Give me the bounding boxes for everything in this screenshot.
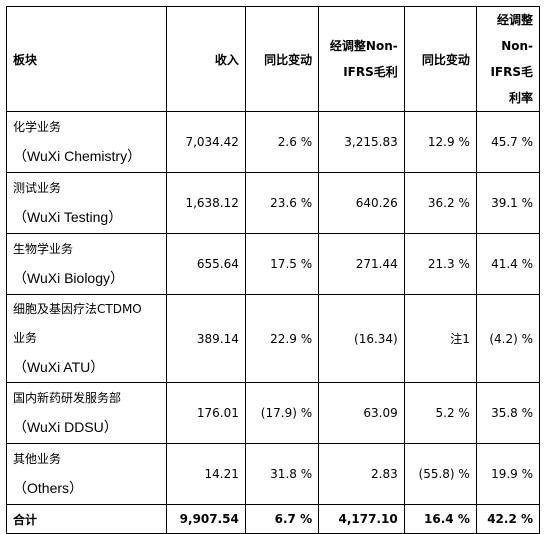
table-row: 测试业务 （WuXi Testing） 1,638.12 23.6 % 640.2… (6, 172, 541, 234)
segment-cell: 生物学业务 （WuXi Biology） (6, 233, 167, 295)
segment-name-cn: 细胞及基因疗法CTDMO (13, 302, 142, 316)
revenue-cell: 14.21 (166, 443, 246, 505)
yoy-gross-profit-cell: 21.3 % (403, 233, 477, 295)
gross-margin-cell: 41.4 % (475, 233, 541, 295)
yoy-revenue-cell: 17.5 % (244, 233, 320, 295)
gross-margin-cell: 19.9 % (475, 443, 541, 505)
gross-profit-cell: 3,215.83 (318, 111, 405, 173)
segment-name-cn: 测试业务 (13, 181, 62, 195)
segment-name-cn: 国内新药研发服务部 (13, 391, 122, 405)
segment-name-en: （WuXi ATU） (13, 359, 105, 375)
total-revenue: 9,907.54 (166, 504, 246, 534)
revenue-cell: 7,034.42 (166, 111, 246, 173)
gross-profit-cell: 63.09 (318, 382, 405, 444)
total-label: 合计 (6, 504, 167, 534)
header-segment: 板块 (6, 6, 167, 112)
table-row: 其他业务 （Others） 14.21 31.8 % 2.83 (55.8) % … (6, 443, 541, 505)
segment-name-cn: 生物学业务 (13, 242, 74, 256)
segment-name-en: （WuXi Biology） (13, 270, 125, 286)
header-row: 板块 收入 同比变动 经调整Non-IFRS毛利 同比变动 经调整Non-IFR… (6, 6, 541, 112)
segment-cell: 国内新药研发服务部 （WuXi DDSU） (6, 382, 167, 444)
segment-cell: 化学业务 （WuXi Chemistry） (6, 111, 167, 173)
total-yoy-gross-profit: 16.4 % (403, 504, 477, 534)
segment-cell: 其他业务 （Others） (6, 443, 167, 505)
yoy-gross-profit-cell: 5.2 % (403, 382, 477, 444)
revenue-cell: 1,638.12 (166, 172, 246, 234)
table-row: 细胞及基因疗法CTDMO 业务 （WuXi ATU） 389.14 22.9 % (… (6, 294, 541, 383)
segment-name-en: （Others） (13, 480, 84, 496)
gross-margin-cell: 35.8 % (475, 382, 541, 444)
total-gross-margin: 42.2 % (475, 504, 541, 534)
segment-cell: 测试业务 （WuXi Testing） (6, 172, 167, 234)
table-wrapper: 板块 收入 同比变动 经调整Non-IFRS毛利 同比变动 经调整Non-IFR… (6, 6, 541, 534)
table-row: 化学业务 （WuXi Chemistry） 7,034.42 2.6 % 3,21… (6, 111, 541, 173)
table-row: 生物学业务 （WuXi Biology） 655.64 17.5 % 271.44… (6, 233, 541, 295)
gross-profit-cell: 640.26 (318, 172, 405, 234)
header-yoy-revenue: 同比变动 (244, 6, 320, 112)
total-gross-profit: 4,177.10 (318, 504, 405, 534)
revenue-cell: 655.64 (166, 233, 246, 295)
segment-name-cn: 化学业务 (13, 120, 62, 134)
yoy-revenue-cell: 2.6 % (244, 111, 320, 173)
yoy-gross-profit-cell: 12.9 % (403, 111, 477, 173)
yoy-revenue-cell: 23.6 % (244, 172, 320, 234)
yoy-gross-profit-cell: (55.8) % (403, 443, 477, 505)
yoy-revenue-cell: 22.9 % (244, 294, 320, 383)
yoy-gross-profit-cell: 注1 (403, 294, 477, 383)
segment-name-cn-line2: 业务 (13, 331, 38, 345)
revenue-cell: 389.14 (166, 294, 246, 383)
header-gross-profit: 经调整Non-IFRS毛利 (318, 6, 405, 112)
segment-results-table: 板块 收入 同比变动 经调整Non-IFRS毛利 同比变动 经调整Non-IFR… (6, 6, 541, 534)
table-row: 国内新药研发服务部 （WuXi DDSU） 176.01 (17.9) % 63.… (6, 382, 541, 444)
total-row: 合计 9,907.54 6.7 % 4,177.10 16.4 % 42.2 % (6, 504, 541, 534)
yoy-revenue-cell: 31.8 % (244, 443, 320, 505)
revenue-cell: 176.01 (166, 382, 246, 444)
total-yoy-revenue: 6.7 % (244, 504, 320, 534)
yoy-revenue-cell: (17.9) % (244, 382, 320, 444)
gross-profit-cell: (16.34) (318, 294, 405, 383)
yoy-gross-profit-cell: 36.2 % (403, 172, 477, 234)
segment-name-en: （WuXi Testing） (13, 209, 123, 225)
header-yoy-gross-profit: 同比变动 (403, 6, 477, 112)
gross-profit-cell: 271.44 (318, 233, 405, 295)
segment-name-cn: 其他业务 (13, 452, 62, 466)
segment-cell: 细胞及基因疗法CTDMO 业务 （WuXi ATU） (6, 294, 167, 383)
gross-margin-cell: 39.1 % (475, 172, 541, 234)
segment-name-en: （WuXi DDSU） (13, 419, 118, 435)
segment-name-en: （WuXi Chemistry） (13, 148, 142, 164)
gross-margin-cell: (4.2) % (475, 294, 541, 383)
header-gross-margin: 经调整Non-IFRS毛利率 (475, 6, 541, 112)
gross-profit-cell: 2.83 (318, 443, 405, 505)
header-revenue: 收入 (166, 6, 246, 112)
gross-margin-cell: 45.7 % (475, 111, 541, 173)
